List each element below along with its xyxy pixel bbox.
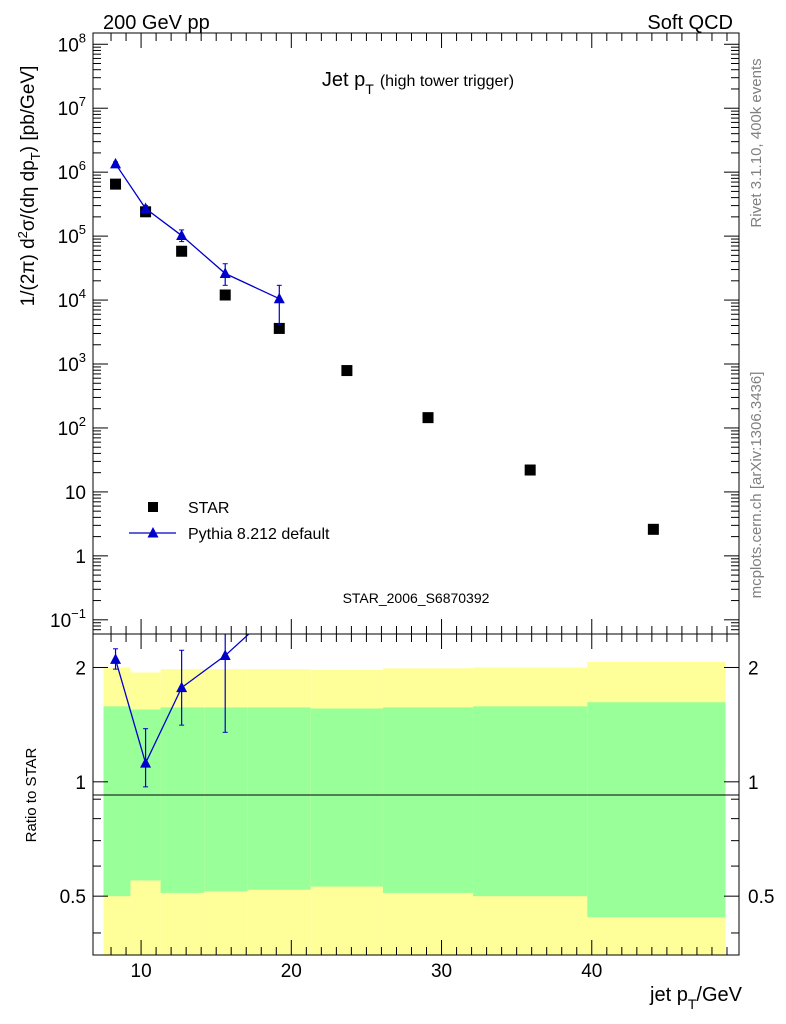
main-y-tick-label: 106 [58,158,86,184]
ratio-axis-ticks: 0.5 0.5 1 1 2 2 10 20 30 40 [60,634,774,982]
ratio-y-tick-label-right: 2 [748,658,759,679]
x-axis-label-main: jet p [649,984,688,1006]
main-ylabel: 1/(2π) d2σ/(dη dpT) [pb/GeV] [15,66,43,307]
ratio-y-tick-label: 1 [75,773,86,794]
main-title-note: (high tower trigger) [380,73,514,90]
ratio-ylabel: Ratio to STAR [23,747,40,842]
ratio-pythia-series [110,634,250,788]
main-y-tick-label: 1 [75,547,86,568]
legend-pythia-label: Pythia 8.212 default [188,526,330,543]
x-tick-label: 40 [581,961,602,982]
ratio-data-point [176,681,188,693]
rivet-label: Rivet 3.1.10, 400k events [748,58,765,227]
header-left: 200 GeV pp [103,12,210,34]
x-axis-label: jet pT/GeV [649,984,743,1012]
header-right: Soft QCD [647,12,733,34]
x-axis-label-sub: T [688,996,697,1012]
ratio-y-tick-label: 2 [75,658,86,679]
star-data-point [422,412,434,424]
main-frame [92,32,740,635]
legend-pythia-marker [147,527,159,538]
star-data-point [273,322,285,334]
x-tick-label: 10 [131,961,152,982]
ratio-y-tick-label-right: 0.5 [748,887,774,908]
ratio-y-tick-label: 0.5 [60,887,86,908]
ratio-frame [92,633,740,956]
main-y-tick-label: 107 [58,94,86,120]
main-axis-ticks: 10−1 1 10 102 103 104 105 106 107 108 [50,30,739,635]
star-data-point [110,178,122,190]
main-title: Jet pT (high tower trigger) [322,69,514,97]
ratio-band-inner [587,702,726,918]
mcplots-label: mcplots.cern.ch [arXiv:1306.3436] [748,372,765,599]
main-y-tick-label: 10 [65,483,86,504]
star-data-point [341,365,353,377]
main-y-tick-label: 108 [58,30,86,56]
pythia-data-point [273,292,285,304]
main-y-tick-label: 105 [58,222,86,248]
star-data-point [647,523,659,535]
star-data-point [176,245,188,257]
main-y-tick-label: 102 [58,414,86,440]
pythia-data-point [219,267,231,279]
legend-star-label: STAR [188,500,229,517]
ratio-band-inner [382,707,474,893]
analysis-tag: STAR_2006_S6870392 [343,590,490,606]
star-data-point [524,464,536,476]
ratio-uncertainty-bands [103,661,726,955]
pythia-line [114,163,280,300]
x-axis-label-unit: /GeV [696,984,742,1006]
main-y-tick-label: 103 [58,350,86,376]
ratio-band-inner [103,706,131,897]
x-tick-label: 20 [281,961,302,982]
pythia-data-point [176,229,188,241]
ratio-band-inner [310,708,383,887]
main-panel: 10−1 1 10 102 103 104 105 106 107 108 Jet pT (high… [15,30,740,635]
ratio-panel: 0.5 0.5 1 1 2 2 10 20 30 40 Ratio to STAR jet pT/… [23,633,774,1012]
pythia-data-point [140,202,152,214]
star-data-point [219,289,231,301]
x-tick-label: 30 [431,961,452,982]
pythia-data-point [110,157,122,169]
ratio-band-inner [204,707,248,892]
ratio-data-point [219,649,231,661]
main-y-tick-label: 104 [58,286,86,312]
legend-star-marker [148,502,158,512]
main-title-sub: T [365,81,374,97]
ratio-data-point [140,757,152,768]
ratio-data-point [110,653,122,664]
legend: STAR Pythia 8.212 default [129,500,330,543]
ratio-y-tick-label-right: 1 [748,773,759,794]
ratio-band-inner [473,706,588,897]
main-title-text: Jet p [322,69,365,91]
ratio-band-inner [247,707,311,890]
ratio-band-inner [160,707,205,893]
main-y-tick-label: 10−1 [50,606,86,632]
